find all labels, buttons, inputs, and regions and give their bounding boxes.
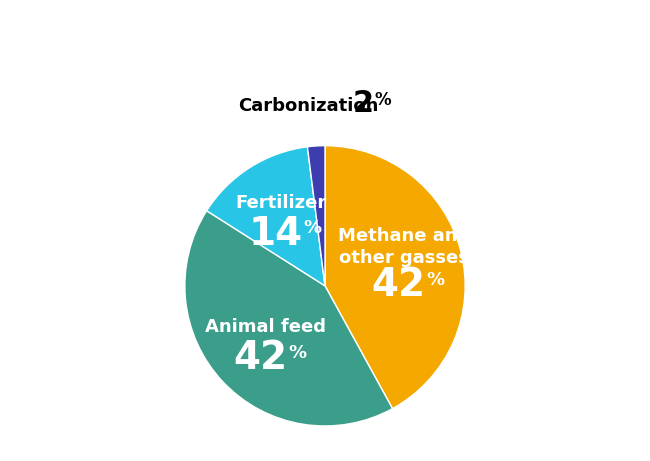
- Text: Carbonization: Carbonization: [238, 97, 378, 115]
- Wedge shape: [325, 146, 465, 408]
- Text: Animal feed: Animal feed: [205, 319, 326, 337]
- Wedge shape: [185, 211, 393, 426]
- Text: 42: 42: [233, 339, 287, 377]
- Text: (As of the end of February 2023): (As of the end of February 2023): [166, 78, 484, 98]
- Text: %: %: [426, 271, 445, 289]
- Text: Food Recycling Composition by Type: Food Recycling Composition by Type: [83, 28, 567, 52]
- Wedge shape: [207, 147, 325, 286]
- Text: Methane and
other gasses: Methane and other gasses: [337, 227, 470, 267]
- Text: 2: 2: [353, 89, 374, 118]
- Wedge shape: [307, 146, 325, 286]
- Text: %: %: [288, 343, 306, 362]
- Text: %: %: [304, 219, 322, 237]
- Text: %: %: [374, 91, 391, 109]
- Text: Fertilizer: Fertilizer: [236, 194, 327, 212]
- Text: 42: 42: [371, 266, 425, 304]
- Text: 14: 14: [249, 215, 303, 253]
